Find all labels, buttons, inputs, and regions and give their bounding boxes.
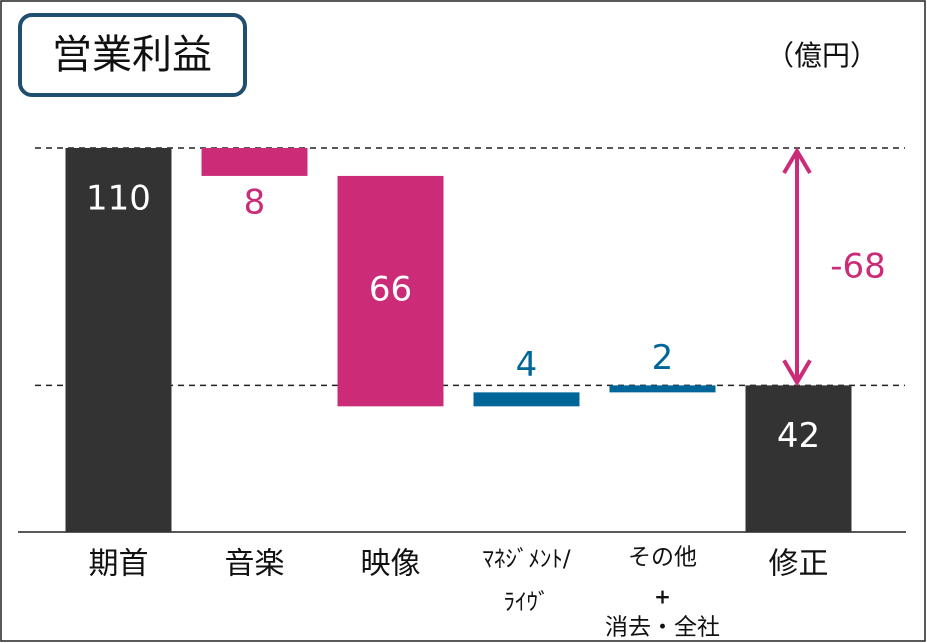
- value-label: 110: [86, 179, 151, 219]
- unit-label: （億円）: [766, 39, 878, 72]
- x-tick-label: 修正: [769, 547, 829, 582]
- arrow-head: [782, 147, 812, 175]
- bar: [745, 385, 852, 532]
- arrow-head: [782, 359, 812, 387]
- value-label: 42: [777, 416, 820, 456]
- title-box: [18, 13, 247, 97]
- value-label: 4: [516, 345, 538, 385]
- x-tick-label: ﾗｲｳﾞ: [504, 590, 550, 616]
- x-tick-label: 映像: [361, 547, 421, 582]
- value-label: 66: [369, 270, 412, 310]
- value-label: 2: [652, 338, 674, 378]
- bar: [473, 392, 580, 407]
- value-label: 8: [244, 182, 266, 222]
- x-tick-label: 期首: [89, 547, 149, 582]
- difference-label: -68: [830, 247, 886, 287]
- x-tick-label: ﾏﾈｼﾞﾒﾝﾄ/: [482, 547, 571, 573]
- x-tick-label: 音楽: [225, 547, 285, 582]
- bar: [337, 175, 444, 407]
- chart-title: 営業利益: [52, 32, 212, 78]
- bar: [609, 385, 716, 393]
- x-tick-label: +: [654, 585, 671, 609]
- bar: [201, 148, 308, 176]
- x-tick-label: 消去・全社: [605, 615, 720, 641]
- bar: [65, 148, 172, 532]
- x-tick-label: その他: [628, 545, 697, 571]
